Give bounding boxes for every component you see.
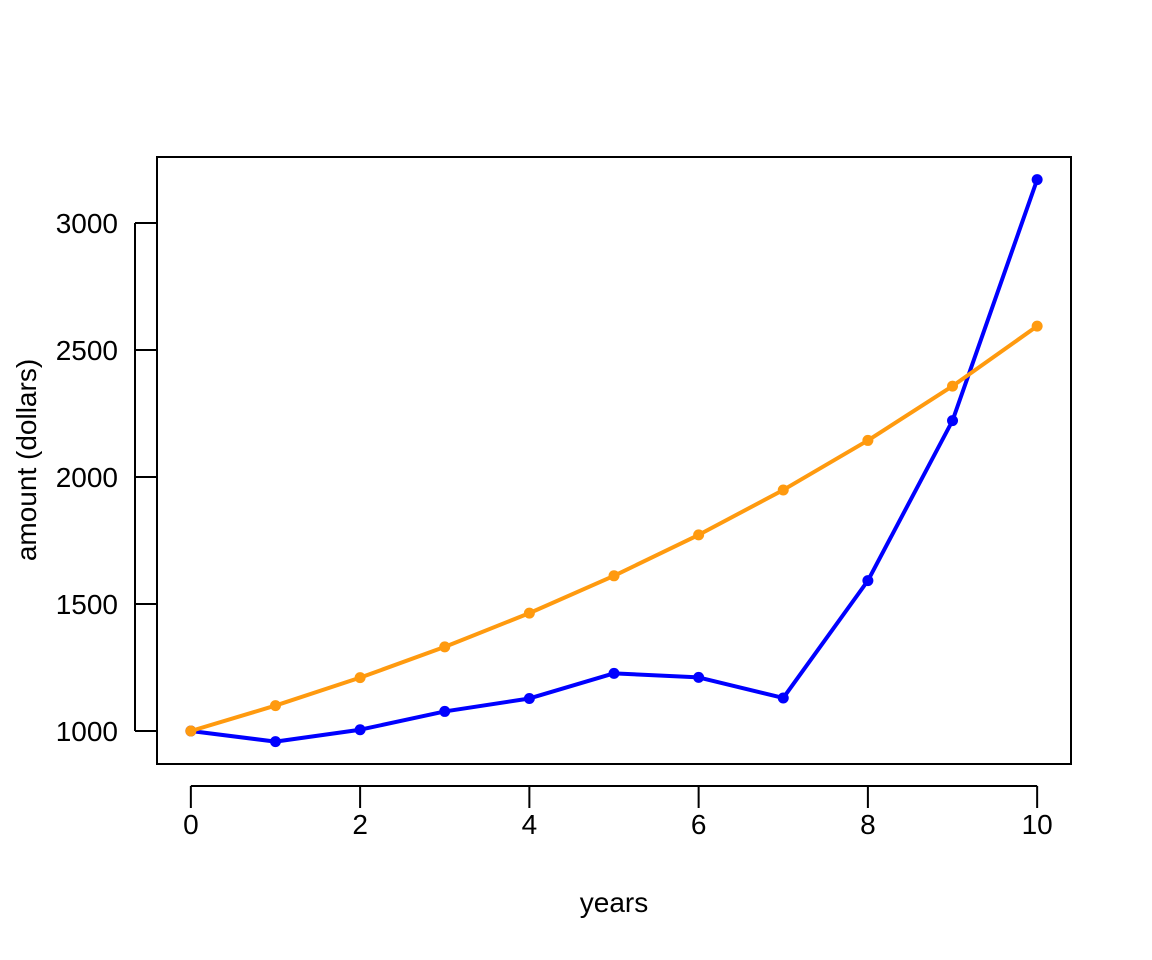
data-point (777, 692, 789, 704)
x-tick-label: 10 (1022, 809, 1053, 840)
data-point (777, 484, 789, 496)
data-point (354, 724, 366, 736)
y-tick-label: 2000 (56, 462, 118, 493)
data-point (269, 700, 281, 712)
data-point (269, 736, 281, 748)
x-axis-title: years (580, 887, 648, 918)
data-point (1031, 320, 1043, 332)
y-tick-label: 2500 (56, 335, 118, 366)
data-point (862, 575, 874, 587)
data-point (523, 692, 535, 704)
data-point (439, 705, 451, 717)
data-point (608, 667, 620, 679)
data-point (862, 434, 874, 446)
data-point (693, 529, 705, 541)
x-tick-label: 4 (522, 809, 538, 840)
data-point (947, 415, 959, 427)
y-axis: 1000 1500 2000 2500 3000 (56, 208, 157, 747)
x-tick-label: 8 (860, 809, 876, 840)
x-tick-label: 2 (352, 809, 368, 840)
series-1 (185, 174, 1043, 748)
y-axis-title: amount (dollars) (11, 359, 42, 561)
data-point (354, 672, 366, 684)
x-tick-label: 6 (691, 809, 707, 840)
x-axis: 0 2 4 6 8 10 (183, 785, 1053, 840)
data-point (523, 607, 535, 619)
plot-area-frame (156, 156, 1072, 765)
data-point (608, 570, 620, 582)
data-point (185, 725, 197, 737)
data-point (693, 671, 705, 683)
data-point (439, 641, 451, 653)
y-tick-label: 1500 (56, 589, 118, 620)
x-tick-label: 0 (183, 809, 199, 840)
y-tick-label: 3000 (56, 208, 118, 239)
series-layer (185, 174, 1043, 748)
series-line (188, 177, 1040, 744)
data-point (1031, 174, 1043, 186)
series-2 (185, 320, 1043, 737)
data-point (947, 380, 959, 392)
y-tick-label: 1000 (56, 716, 118, 747)
